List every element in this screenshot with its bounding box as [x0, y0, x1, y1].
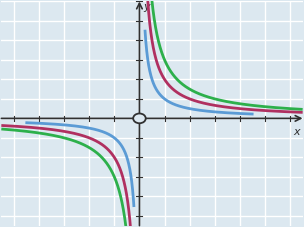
Circle shape: [133, 114, 146, 123]
Text: x: x: [293, 127, 300, 137]
Text: y: y: [143, 2, 150, 12]
